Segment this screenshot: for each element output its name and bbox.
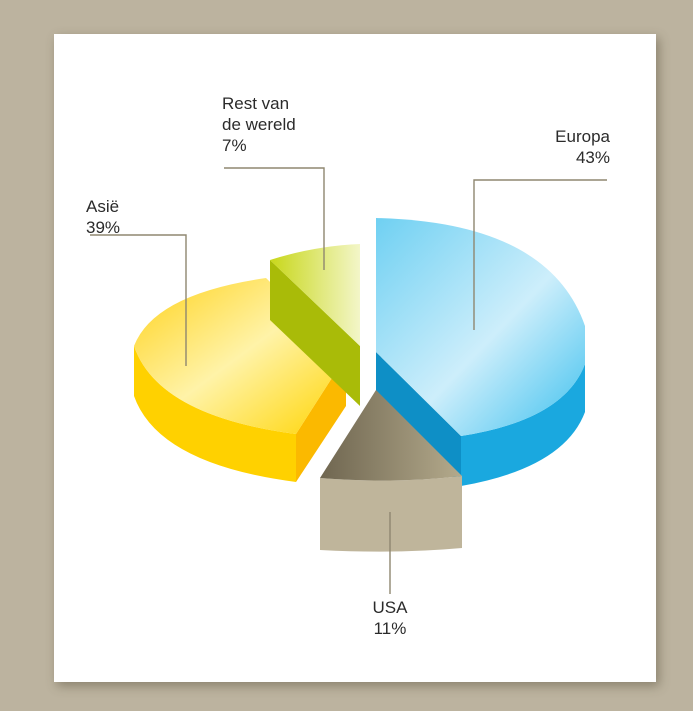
- slice-asie-front: [296, 356, 346, 482]
- slice-usa-front: [320, 476, 462, 552]
- label-asie-name: Asië: [86, 197, 120, 216]
- label-rest-name-line2: de wereld: [222, 115, 296, 134]
- label-rest-name-line1: Rest van: [222, 94, 290, 113]
- label-europa-value: 43%: [575, 148, 610, 167]
- slice-rest: [270, 244, 360, 406]
- label-asie-value: 39%: [86, 218, 121, 237]
- pie-chart: [90, 167, 607, 594]
- slice-asie-side: [134, 346, 296, 482]
- label-rest-value: 7%: [222, 136, 247, 155]
- label-europa-name: Europa: [555, 127, 610, 146]
- slice-europa-top: [376, 218, 585, 436]
- slice-usa: [320, 390, 462, 552]
- label-rest: Rest van de wereld 7%: [222, 93, 296, 156]
- label-europa: Europa 43%: [555, 126, 610, 168]
- label-usa-value: 11%: [373, 619, 407, 638]
- label-usa-name: USA: [372, 598, 408, 617]
- chart-card: Europa 43% Asië 39% Rest van de wereld 7…: [54, 34, 656, 682]
- slice-usa-top: [320, 390, 462, 481]
- slice-europa-front: [376, 352, 461, 486]
- slice-europa: [376, 218, 585, 486]
- leader-line-asie: [90, 234, 187, 366]
- label-usa: USA 11%: [360, 597, 420, 639]
- label-asie: Asië 39%: [86, 196, 120, 238]
- leader-lines: [90, 167, 607, 594]
- slice-europa-side: [461, 364, 585, 486]
- leader-line-europa: [473, 179, 607, 330]
- slice-rest-top: [270, 244, 360, 346]
- leader-line-rest: [224, 167, 325, 270]
- slice-rest-front: [270, 260, 360, 406]
